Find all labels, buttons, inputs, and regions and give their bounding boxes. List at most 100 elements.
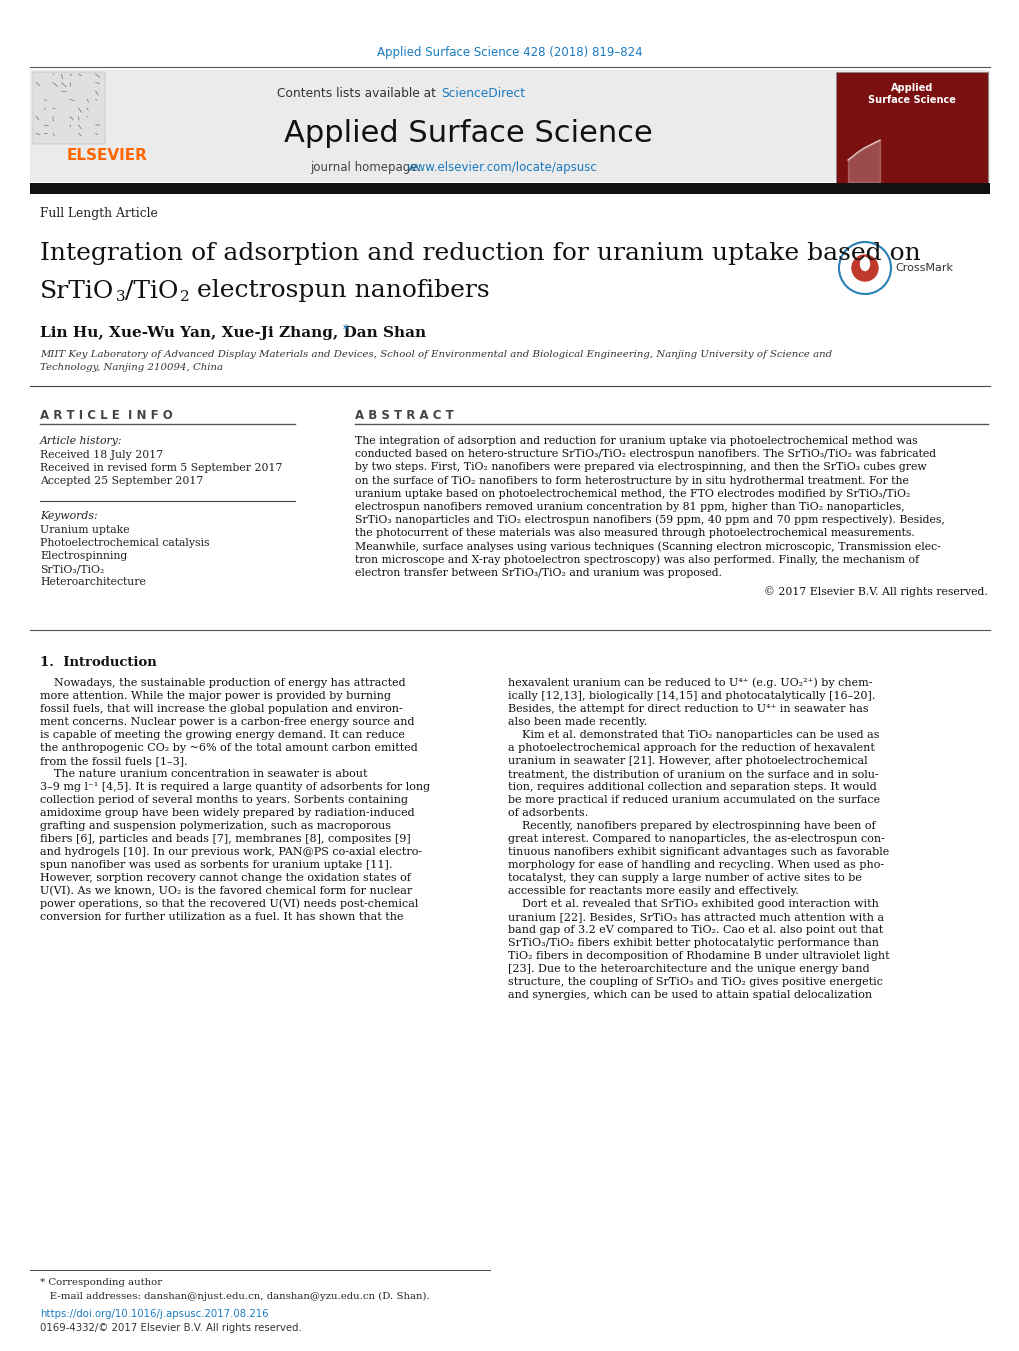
Text: Dort et al. revealed that SrTiO₃ exhibited good interaction with: Dort et al. revealed that SrTiO₃ exhibit… xyxy=(507,898,878,909)
Text: TiO₂ fibers in decomposition of Rhodamine B under ultraviolet light: TiO₂ fibers in decomposition of Rhodamin… xyxy=(507,951,889,961)
Text: The nature uranium concentration in seawater is about: The nature uranium concentration in seaw… xyxy=(40,769,367,780)
Text: www.elsevier.com/locate/apsusc: www.elsevier.com/locate/apsusc xyxy=(407,161,597,173)
Circle shape xyxy=(851,255,877,281)
Text: accessible for reactants more easily and effectively.: accessible for reactants more easily and… xyxy=(507,886,798,896)
Text: /TiO: /TiO xyxy=(125,280,178,303)
Text: uranium uptake based on photoelectrochemical method, the FTO electrodes modified: uranium uptake based on photoelectrochem… xyxy=(355,489,910,499)
Text: fossil fuels, that will increase the global population and environ-: fossil fuels, that will increase the glo… xyxy=(40,704,403,713)
Text: is capable of meeting the growing energy demand. It can reduce: is capable of meeting the growing energy… xyxy=(40,730,405,740)
Text: The integration of adsorption and reduction for uranium uptake via photoelectroc: The integration of adsorption and reduct… xyxy=(355,436,917,446)
Text: Uranium uptake: Uranium uptake xyxy=(40,526,129,535)
Text: conducted based on hetero-structure SrTiO₃/TiO₂ electrospun nanofibers. The SrTi: conducted based on hetero-structure SrTi… xyxy=(355,449,935,459)
Text: collection period of several months to years. Sorbents containing: collection period of several months to y… xyxy=(40,794,408,805)
Text: tinuous nanofibers exhibit significant advantages such as favorable: tinuous nanofibers exhibit significant a… xyxy=(507,847,889,857)
Text: A R T I C L E  I N F O: A R T I C L E I N F O xyxy=(40,408,172,422)
Text: Technology, Nanjing 210094, China: Technology, Nanjing 210094, China xyxy=(40,362,223,372)
Text: However, sorption recovery cannot change the oxidation states of: However, sorption recovery cannot change… xyxy=(40,873,411,884)
Text: *: * xyxy=(342,323,348,336)
Text: of adsorbents.: of adsorbents. xyxy=(507,808,588,817)
Text: U(VI). As we known, UO₂ is the favored chemical form for nuclear: U(VI). As we known, UO₂ is the favored c… xyxy=(40,886,412,896)
Text: tion, requires additional collection and separation steps. It would: tion, requires additional collection and… xyxy=(507,782,876,792)
Text: on the surface of TiO₂ nanofibers to form heterostructure by in situ hydrotherma: on the surface of TiO₂ nanofibers to for… xyxy=(355,476,908,485)
Text: uranium in seawater [21]. However, after photoelectrochemical: uranium in seawater [21]. However, after… xyxy=(507,757,867,766)
Text: from the fossil fuels [1–3].: from the fossil fuels [1–3]. xyxy=(40,757,187,766)
Text: fibers [6], particles and beads [7], membranes [8], composites [9]: fibers [6], particles and beads [7], mem… xyxy=(40,834,411,844)
Text: Surface Science: Surface Science xyxy=(867,95,955,105)
FancyBboxPatch shape xyxy=(836,72,987,184)
Text: Received in revised form 5 September 2017: Received in revised form 5 September 201… xyxy=(40,463,282,473)
Text: great interest. Compared to nanoparticles, the as-electrospun con-: great interest. Compared to nanoparticle… xyxy=(507,834,884,844)
Text: SrTiO₃ nanoparticles and TiO₂ electrospun nanofibers (59 ppm, 40 ppm and 70 ppm : SrTiO₃ nanoparticles and TiO₂ electrospu… xyxy=(355,515,944,526)
Text: ELSEVIER: ELSEVIER xyxy=(66,147,148,162)
Ellipse shape xyxy=(860,258,868,270)
Text: Integration of adsorption and reduction for uranium uptake based on: Integration of adsorption and reduction … xyxy=(40,242,920,265)
Text: Applied Surface Science 428 (2018) 819–824: Applied Surface Science 428 (2018) 819–8… xyxy=(377,46,642,58)
Text: power operations, so that the recovered U(VI) needs post-chemical: power operations, so that the recovered … xyxy=(40,898,418,909)
Text: Full Length Article: Full Length Article xyxy=(40,207,158,219)
Text: 2: 2 xyxy=(179,290,190,304)
FancyBboxPatch shape xyxy=(30,70,989,182)
Text: Kim et al. demonstrated that TiO₂ nanoparticles can be used as: Kim et al. demonstrated that TiO₂ nanopa… xyxy=(507,730,878,740)
Text: 3: 3 xyxy=(116,290,125,304)
Text: and synergies, which can be used to attain spatial delocalization: and synergies, which can be used to atta… xyxy=(507,990,871,1000)
Text: structure, the coupling of SrTiO₃ and TiO₂ gives positive energetic: structure, the coupling of SrTiO₃ and Ti… xyxy=(507,977,882,988)
Text: treatment, the distribution of uranium on the surface and in solu-: treatment, the distribution of uranium o… xyxy=(507,769,878,780)
FancyBboxPatch shape xyxy=(33,72,105,145)
Text: SrTiO₃/TiO₂ fibers exhibit better photocatalytic performance than: SrTiO₃/TiO₂ fibers exhibit better photoc… xyxy=(507,938,878,948)
Text: Nowadays, the sustainable production of energy has attracted: Nowadays, the sustainable production of … xyxy=(40,678,406,688)
Text: © 2017 Elsevier B.V. All rights reserved.: © 2017 Elsevier B.V. All rights reserved… xyxy=(763,586,987,597)
Text: Contents lists available at: Contents lists available at xyxy=(277,86,439,100)
Text: [23]. Due to the heteroarchitecture and the unique energy band: [23]. Due to the heteroarchitecture and … xyxy=(507,965,869,974)
Text: spun nanofiber was used as sorbents for uranium uptake [11].: spun nanofiber was used as sorbents for … xyxy=(40,861,392,870)
Text: tocatalyst, they can supply a large number of active sites to be: tocatalyst, they can supply a large numb… xyxy=(507,873,861,884)
Text: Accepted 25 September 2017: Accepted 25 September 2017 xyxy=(40,476,203,486)
Text: Keywords:: Keywords: xyxy=(40,511,98,521)
Text: tron microscope and X-ray photoelectron spectroscopy) was also performed. Finall: tron microscope and X-ray photoelectron … xyxy=(355,554,918,565)
Text: ment concerns. Nuclear power is a carbon-free energy source and: ment concerns. Nuclear power is a carbon… xyxy=(40,717,414,727)
Text: E-mail addresses: danshan@njust.edu.cn, danshan@yzu.edu.cn (D. Shan).: E-mail addresses: danshan@njust.edu.cn, … xyxy=(40,1292,429,1301)
Text: Meanwhile, surface analyses using various techniques (Scanning electron microsco: Meanwhile, surface analyses using variou… xyxy=(355,542,940,551)
Text: the photocurrent of these materials was also measured through photoelectrochemic: the photocurrent of these materials was … xyxy=(355,528,914,539)
Text: band gap of 3.2 eV compared to TiO₂. Cao et al. also point out that: band gap of 3.2 eV compared to TiO₂. Cao… xyxy=(507,925,882,935)
Text: morphology for ease of handling and recycling. When used as pho-: morphology for ease of handling and recy… xyxy=(507,861,883,870)
Text: uranium [22]. Besides, SrTiO₃ has attracted much attention with a: uranium [22]. Besides, SrTiO₃ has attrac… xyxy=(507,912,883,921)
Text: Besides, the attempt for direct reduction to U⁴⁺ in seawater has: Besides, the attempt for direct reductio… xyxy=(507,704,868,713)
Text: journal homepage:: journal homepage: xyxy=(310,161,425,173)
Text: conversion for further utilization as a fuel. It has shown that the: conversion for further utilization as a … xyxy=(40,912,404,921)
Text: and hydrogels [10]. In our previous work, PAN@PS co-axial electro-: and hydrogels [10]. In our previous work… xyxy=(40,847,422,857)
Text: electron transfer between SrTiO₃/TiO₂ and uranium was proposed.: electron transfer between SrTiO₃/TiO₂ an… xyxy=(355,567,721,578)
Text: https://doi.org/10.1016/j.apsusc.2017.08.216: https://doi.org/10.1016/j.apsusc.2017.08… xyxy=(40,1309,268,1319)
Text: electrospun nanofibers removed uranium concentration by 81 ppm, higher than TiO₂: electrospun nanofibers removed uranium c… xyxy=(355,503,904,512)
Text: be more practical if reduced uranium accumulated on the surface: be more practical if reduced uranium acc… xyxy=(507,794,879,805)
Text: hexavalent uranium can be reduced to U⁴⁺ (e.g. UO₂²⁺) by chem-: hexavalent uranium can be reduced to U⁴⁺… xyxy=(507,678,871,688)
Text: Article history:: Article history: xyxy=(40,436,122,446)
Text: electrospun nanofibers: electrospun nanofibers xyxy=(189,280,489,303)
Text: by two steps. First, TiO₂ nanofibers were prepared via electrospinning, and then: by two steps. First, TiO₂ nanofibers wer… xyxy=(355,462,925,473)
Text: Applied: Applied xyxy=(890,82,932,93)
Text: * Corresponding author: * Corresponding author xyxy=(40,1278,162,1288)
Text: the anthropogenic CO₂ by ~6% of the total amount carbon emitted: the anthropogenic CO₂ by ~6% of the tota… xyxy=(40,743,418,753)
Text: Applied Surface Science: Applied Surface Science xyxy=(283,119,652,147)
Text: MIIT Key Laboratory of Advanced Display Materials and Devices, School of Environ: MIIT Key Laboratory of Advanced Display … xyxy=(40,350,832,358)
FancyBboxPatch shape xyxy=(30,182,989,195)
Text: Photoelectrochemical catalysis: Photoelectrochemical catalysis xyxy=(40,538,209,549)
Text: 1.  Introduction: 1. Introduction xyxy=(40,657,157,670)
Text: 0169-4332/© 2017 Elsevier B.V. All rights reserved.: 0169-4332/© 2017 Elsevier B.V. All right… xyxy=(40,1323,302,1333)
Text: Electrospinning: Electrospinning xyxy=(40,551,127,561)
Text: SrTiO₃/TiO₂: SrTiO₃/TiO₂ xyxy=(40,563,104,574)
Text: Received 18 July 2017: Received 18 July 2017 xyxy=(40,450,163,459)
Text: a photoelectrochemical approach for the reduction of hexavalent: a photoelectrochemical approach for the … xyxy=(507,743,874,753)
Text: Lin Hu, Xue-Wu Yan, Xue-Ji Zhang, Dan Shan: Lin Hu, Xue-Wu Yan, Xue-Ji Zhang, Dan Sh… xyxy=(40,326,426,340)
Text: 3–9 mg l⁻¹ [4,5]. It is required a large quantity of adsorbents for long: 3–9 mg l⁻¹ [4,5]. It is required a large… xyxy=(40,782,430,792)
Text: amidoxime group have been widely prepared by radiation-induced: amidoxime group have been widely prepare… xyxy=(40,808,414,817)
Text: Recently, nanofibers prepared by electrospinning have been of: Recently, nanofibers prepared by electro… xyxy=(507,821,874,831)
Text: CrossMark: CrossMark xyxy=(894,263,952,273)
Text: more attention. While the major power is provided by burning: more attention. While the major power is… xyxy=(40,690,390,701)
Text: SrTiO: SrTiO xyxy=(40,280,114,303)
Text: ScienceDirect: ScienceDirect xyxy=(440,86,525,100)
Text: A B S T R A C T: A B S T R A C T xyxy=(355,408,453,422)
Text: grafting and suspension polymerization, such as macroporous: grafting and suspension polymerization, … xyxy=(40,821,390,831)
Text: Heteroarchitecture: Heteroarchitecture xyxy=(40,577,146,586)
Text: also been made recently.: also been made recently. xyxy=(507,717,647,727)
Text: ically [12,13], biologically [14,15] and photocatalytically [16–20].: ically [12,13], biologically [14,15] and… xyxy=(507,690,874,701)
